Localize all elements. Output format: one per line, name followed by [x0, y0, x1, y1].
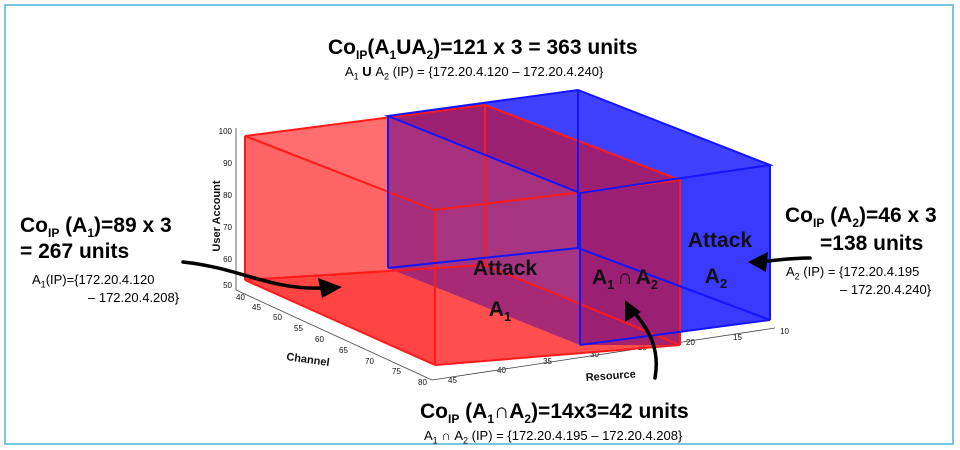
a2-cost-formula: CoIP (A2)=46 x 3 — [785, 204, 937, 231]
arrow-right-head — [748, 252, 768, 272]
figure-frame — [4, 4, 954, 445]
a2-ip-range: A2 (IP) = {172.20.4.195 — [786, 264, 920, 282]
attack-a2-word: Attack — [688, 229, 753, 252]
intersection-cost-formula: CoIP (A1∩A2)=14x3=42 units — [420, 400, 689, 427]
y-tick: 30 — [590, 350, 599, 359]
arrow-left-head — [318, 278, 342, 298]
x-axis-label: Channel — [286, 351, 331, 369]
x-tick: 70 — [365, 357, 374, 366]
y-tick: 20 — [686, 338, 695, 347]
x-tick: 55 — [294, 324, 303, 333]
x-tick: 45 — [252, 303, 261, 312]
y-tick: 10 — [780, 327, 789, 336]
attack-a1-word: Attack — [473, 257, 538, 280]
a2-cost-units: =138 units — [820, 232, 924, 255]
a2-ip-range-end: – 172.20.4.240} — [840, 282, 932, 297]
union-cost-formula: CoIP(A1UA2)=121 x 3 = 363 units — [328, 36, 638, 63]
arrow-left — [181, 260, 324, 290]
z-axis-label: User Account — [211, 180, 223, 251]
x-tick: 60 — [315, 335, 324, 344]
y-tick: 15 — [733, 333, 742, 342]
a1-ip-range: A1(IP)={172.20.4.120 — [32, 272, 155, 290]
attack-a1-symbol: A1 — [489, 298, 511, 324]
y-tick: 35 — [543, 357, 552, 366]
intersection-ip-range: A1 ∩ A2 (IP) = {172.20.4.195 – 172.20.4.… — [424, 428, 683, 446]
x-tick: 80 — [418, 378, 427, 387]
z-tick: 60 — [223, 255, 232, 264]
y-axis-label: Resource — [585, 369, 636, 384]
z-tick: 80 — [223, 191, 232, 200]
x-tick: 75 — [392, 367, 401, 376]
y-tick: 45 — [448, 376, 457, 385]
z-tick: 90 — [223, 159, 232, 168]
x-tick: 40 — [236, 293, 245, 302]
arrow-bottom-head — [625, 300, 641, 322]
z-tick: 100 — [219, 127, 233, 136]
intersection-label: A1 ∩ A2 — [592, 266, 658, 292]
a1-ip-range-end: – 172.20.4.208} — [88, 290, 180, 305]
z-tick: 50 — [223, 281, 232, 290]
union-ip-range: A1 U A2 (IP) = {172.20.4.120 – 172.20.4.… — [345, 64, 604, 82]
z-tick: 70 — [223, 223, 232, 232]
x-tick: 50 — [273, 313, 282, 322]
a1-cost-units: = 267 units — [20, 240, 130, 263]
y-tick: 40 — [497, 366, 506, 375]
arrow-bottom — [630, 308, 658, 380]
attack-a2-symbol: A2 — [705, 265, 727, 291]
x-tick: 65 — [339, 346, 348, 355]
a1-cost-formula: CoIP (A1)=89 x 3 — [20, 214, 172, 241]
